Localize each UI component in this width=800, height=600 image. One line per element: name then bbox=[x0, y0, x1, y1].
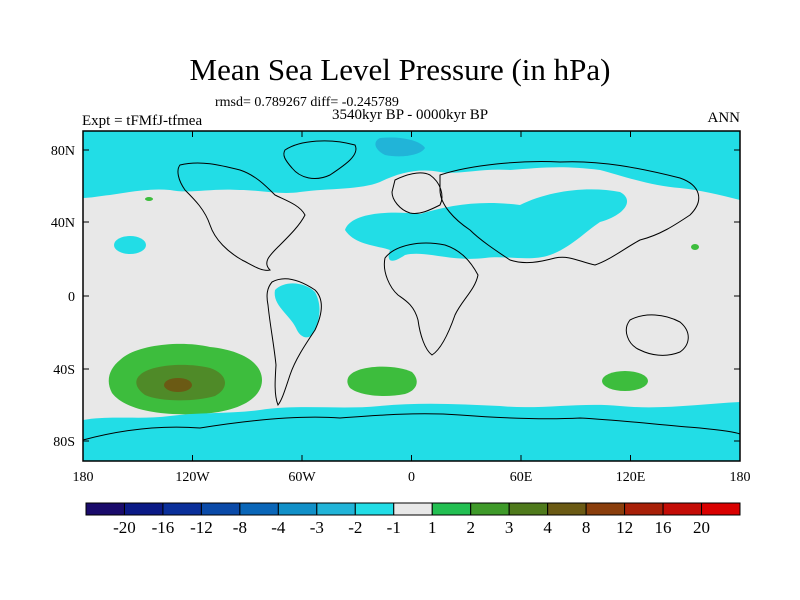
colorbar-swatch bbox=[123, 502, 164, 516]
colorbar-label: 16 bbox=[655, 518, 672, 537]
colorbar-label: 4 bbox=[543, 518, 552, 537]
anomaly-arctic bbox=[83, 131, 740, 200]
coast-north-america bbox=[177, 162, 306, 271]
colorbar-swatch bbox=[547, 502, 587, 516]
colorbar-swatch bbox=[200, 502, 241, 516]
chart-title: Mean Sea Level Pressure (in hPa) bbox=[189, 52, 611, 87]
colorbar-swatch bbox=[431, 502, 472, 516]
colorbar-swatch bbox=[585, 502, 626, 516]
lon-label: 180 bbox=[73, 470, 94, 485]
colorbar-label: 20 bbox=[693, 518, 710, 537]
stats-line: rmsd= 0.789267 diff= -0.245789 bbox=[215, 95, 399, 110]
colorbar-swatch bbox=[354, 502, 395, 516]
anomaly-fields bbox=[83, 131, 740, 461]
coast-greenland bbox=[283, 140, 357, 179]
lat-label: 80N bbox=[51, 144, 75, 159]
lon-label: 180 bbox=[730, 470, 751, 485]
lon-label: 120W bbox=[175, 470, 210, 485]
anomaly-south-atlantic bbox=[347, 366, 417, 396]
colorbar-swatch bbox=[162, 502, 202, 516]
colorbar-label: -12 bbox=[190, 518, 213, 537]
colorbar-swatch bbox=[239, 502, 279, 516]
lon-label: 60W bbox=[288, 470, 316, 485]
colorbar-swatch bbox=[277, 502, 318, 516]
colorbar-swatch bbox=[701, 502, 741, 516]
lat-label: 40N bbox=[51, 216, 75, 231]
colorbar: -20 -16 -12 -8 -4 -3 -2 -1 1 2 3 4 8 12 16 20 bbox=[85, 502, 741, 537]
lon-label: 0 bbox=[408, 470, 415, 485]
lon-label: 120E bbox=[616, 470, 646, 485]
lon-axis: 180 120W 60W 0 60E 120E 180 bbox=[73, 131, 751, 485]
colorbar-label: -8 bbox=[233, 518, 247, 537]
colorbar-swatch bbox=[662, 502, 703, 516]
lat-label: 80S bbox=[53, 435, 75, 450]
coastlines bbox=[82, 140, 741, 441]
coast-asia bbox=[439, 161, 700, 266]
anomaly-arctic-core bbox=[375, 137, 425, 157]
experiment-label: Expt = tFMfJ-tfmea bbox=[82, 113, 203, 129]
anomaly-dot-2 bbox=[691, 244, 699, 250]
colorbar-swatch bbox=[508, 502, 549, 516]
coast-australia bbox=[625, 314, 689, 356]
lon-label: 60E bbox=[510, 470, 533, 485]
anomaly-dot-1 bbox=[145, 197, 153, 201]
coast-antarctica bbox=[82, 413, 741, 441]
anomaly-antarctic bbox=[83, 402, 740, 461]
anomaly-indian-ocean bbox=[602, 371, 648, 391]
coast-europe bbox=[391, 172, 443, 214]
colorbar-label: 3 bbox=[505, 518, 514, 537]
colorbar-swatch bbox=[85, 502, 125, 516]
anomaly-atlantic bbox=[114, 236, 146, 254]
colorbar-swatch bbox=[316, 502, 356, 516]
lat-axis: 80N 40N 0 40S 80S bbox=[51, 144, 740, 450]
colorbar-label: 2 bbox=[466, 518, 475, 537]
colorbar-label: -16 bbox=[152, 518, 175, 537]
colorbar-label: -20 bbox=[113, 518, 136, 537]
colorbar-swatch bbox=[624, 502, 664, 516]
anomaly-eurasia bbox=[345, 189, 628, 261]
lat-label: 40S bbox=[53, 363, 75, 378]
coast-south-america bbox=[266, 278, 322, 406]
anomaly-south-pacific-core bbox=[164, 378, 192, 392]
period-label: 3540kyr BP - 0000kyr BP bbox=[331, 107, 489, 123]
colorbar-label: -1 bbox=[387, 518, 401, 537]
colorbar-label: 1 bbox=[428, 518, 437, 537]
coast-africa bbox=[383, 242, 479, 356]
colorbar-swatch bbox=[393, 502, 433, 516]
colorbar-label: -3 bbox=[310, 518, 324, 537]
colorbar-label: 12 bbox=[616, 518, 633, 537]
colorbar-swatch bbox=[470, 502, 510, 516]
colorbar-label: -2 bbox=[348, 518, 362, 537]
anomaly-south-america bbox=[274, 283, 320, 338]
colorbar-label: 8 bbox=[582, 518, 591, 537]
colorbar-label: -4 bbox=[271, 518, 286, 537]
lat-label: 0 bbox=[68, 290, 75, 305]
season-label: ANN bbox=[707, 110, 741, 126]
